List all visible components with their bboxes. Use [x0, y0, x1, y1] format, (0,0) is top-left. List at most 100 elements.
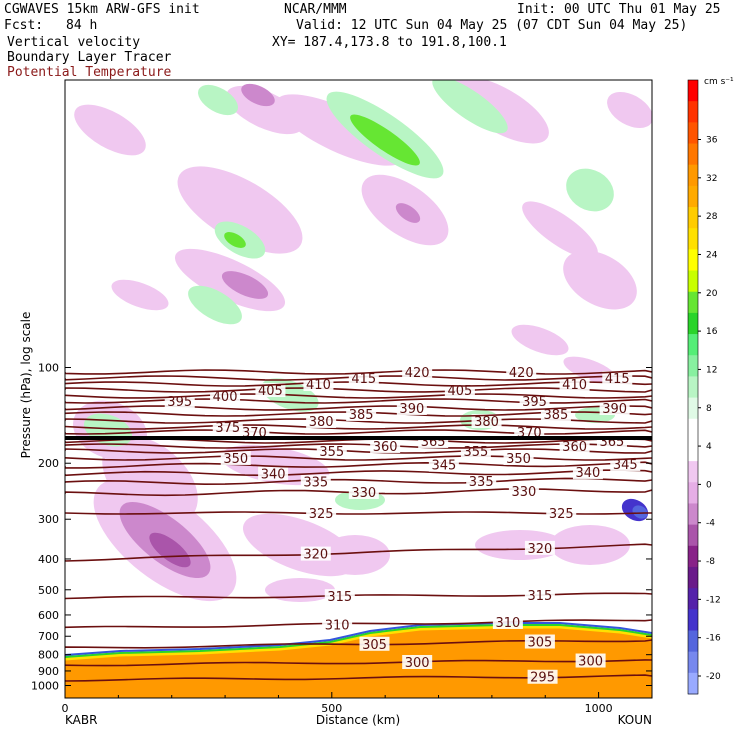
theta-label: 305: [527, 636, 552, 651]
theta-label: 410: [562, 378, 587, 393]
theta-label: 340: [576, 466, 601, 481]
init-time: Init: 00 UTC Thu 01 May 25: [517, 2, 721, 17]
theta-contour-line: [65, 469, 652, 477]
x-tick-label: 0: [62, 702, 69, 715]
theta-contour-line: [65, 424, 652, 430]
colorbar-swatch: [688, 334, 698, 356]
station-end-label: KOUN: [618, 713, 652, 727]
theta-label: 325: [309, 507, 334, 522]
theta-contour-line: [65, 619, 652, 629]
field-label-tracer: Boundary Layer Tracer: [7, 50, 172, 65]
theta-label: 345: [613, 458, 638, 473]
theta-contour-line: [65, 674, 652, 682]
velocity-cell: [74, 104, 146, 156]
theta-label-bg: [324, 589, 355, 604]
theta-label: 360: [562, 440, 587, 455]
theta-label-bg: [508, 483, 539, 498]
x-axis-label: Distance (km): [316, 713, 400, 727]
theta-label: 345: [431, 459, 456, 474]
velocity-cell: [226, 85, 304, 135]
theta-label: 360: [373, 440, 398, 455]
theta-label: 385: [349, 408, 374, 423]
colorbar-swatch: [688, 609, 698, 631]
colorbar-swatch: [688, 80, 698, 102]
colorbar-swatch: [688, 418, 698, 441]
forecast-hour: 84 h: [66, 18, 98, 33]
velocity-cell: [350, 114, 420, 166]
colorbar-swatch: [688, 376, 698, 399]
theta-label-bg: [599, 401, 630, 415]
theta-label: 415: [605, 372, 630, 387]
colorbar-swatch: [688, 524, 698, 547]
colorbar-swatch: [688, 164, 698, 187]
theta-contour-line: [65, 461, 652, 469]
colorbar-swatch: [688, 143, 698, 166]
theta-contour-line: [65, 393, 652, 399]
theta-label: 320: [303, 548, 328, 563]
theta-label-bg: [559, 439, 590, 453]
theta-label: 305: [362, 638, 387, 653]
theta-label-bg: [540, 407, 571, 421]
colorbar-label: 32: [706, 174, 717, 184]
colorbar-swatch: [688, 566, 698, 589]
theta-label: 310: [325, 618, 350, 633]
theta-label-bg: [514, 425, 545, 439]
theta-label: 415: [351, 372, 376, 387]
theta-label-bg: [519, 394, 550, 408]
theta-label-bg: [212, 420, 243, 434]
colorbar-swatch: [688, 270, 698, 293]
colorbar-swatch: [688, 101, 698, 123]
colorbar-label: 16: [706, 327, 718, 337]
colorbar-label: 20: [706, 289, 718, 299]
velocity-cell: [522, 201, 598, 259]
theta-label-bg: [471, 414, 502, 428]
y-tick-label: 200: [38, 457, 59, 470]
theta-label: 395: [167, 395, 192, 410]
x-tick-label: 1000: [585, 702, 613, 715]
velocity-cell: [265, 578, 335, 602]
colorbar-swatch: [688, 630, 698, 653]
theta-label: 355: [463, 445, 488, 460]
theta-contour-line: [65, 369, 652, 375]
theta-label-bg: [575, 653, 606, 668]
theta-label: 390: [399, 402, 424, 417]
theta-label-bg: [322, 617, 353, 632]
theta-label-bg: [306, 414, 337, 428]
colorbar-units: cm s⁻¹: [704, 77, 734, 87]
y-axis-label: Pressure (hPa), log scale: [19, 312, 33, 459]
theta-label-bg: [396, 401, 427, 415]
colorbar-swatch: [688, 545, 698, 568]
theta-label-bg: [359, 636, 390, 651]
theta-label-bg: [506, 365, 537, 379]
velocity-cell: [198, 84, 238, 116]
plot-frame: [64, 79, 653, 699]
y-tick-label: 300: [38, 513, 59, 526]
theta-label-bg: [306, 506, 337, 520]
velocity-cell: [395, 203, 421, 223]
theta-contour-line: [65, 592, 652, 600]
theta-label-bg: [492, 614, 523, 629]
theta-label: 400: [213, 390, 238, 405]
velocity-cell: [241, 83, 275, 107]
theta-contour-line: [65, 429, 652, 435]
model-title: CGWAVES 15km ARW-GFS init: [4, 2, 200, 17]
colorbar-label: 0: [706, 480, 712, 490]
theta-label: 355: [319, 445, 344, 460]
colorbar-swatch: [688, 228, 698, 250]
theta-label-bg: [466, 473, 497, 488]
theta-label: 410: [306, 378, 331, 393]
theta-label-bg: [210, 389, 241, 403]
theta-label: 315: [327, 590, 352, 605]
colorbar-swatch: [688, 122, 698, 145]
theta-label: 300: [578, 655, 603, 670]
colorbar-label: -8: [706, 557, 715, 567]
theta-label: 330: [351, 486, 376, 501]
colorbar-swatch: [688, 503, 698, 526]
x-tick-label: 500: [321, 702, 342, 715]
theta-contour-line: [65, 455, 652, 461]
theta-label-bg: [524, 587, 555, 602]
theta-label: 350: [223, 452, 248, 467]
forecast-label: Fcst:: [4, 18, 44, 33]
theta-label-bg: [348, 484, 379, 499]
colorbar-swatch: [688, 461, 698, 483]
